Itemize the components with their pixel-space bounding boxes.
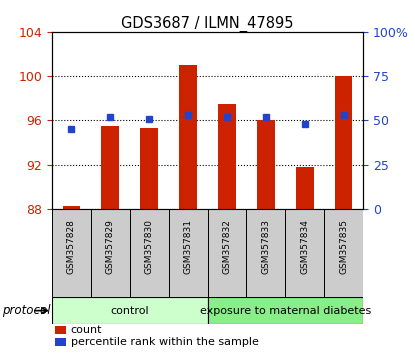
Bar: [179, 65, 197, 209]
Bar: [130, 209, 168, 297]
Text: GSM357835: GSM357835: [339, 219, 348, 274]
Bar: [91, 209, 130, 297]
Bar: [168, 209, 208, 297]
Bar: [257, 120, 275, 209]
Bar: [102, 126, 119, 209]
Bar: [335, 76, 352, 209]
Bar: [55, 338, 66, 346]
Bar: [140, 128, 158, 209]
Text: GSM357832: GSM357832: [222, 219, 232, 274]
Text: count: count: [71, 325, 102, 335]
Text: GDS3687 / ILMN_47895: GDS3687 / ILMN_47895: [121, 16, 294, 32]
Text: GSM357833: GSM357833: [261, 219, 270, 274]
Text: GSM357831: GSM357831: [183, 219, 193, 274]
Text: GSM357834: GSM357834: [300, 219, 309, 274]
Bar: [55, 326, 66, 334]
Text: GSM357829: GSM357829: [106, 219, 115, 274]
Bar: [52, 297, 208, 324]
Text: percentile rank within the sample: percentile rank within the sample: [71, 337, 259, 347]
Bar: [208, 209, 247, 297]
Text: control: control: [110, 306, 149, 316]
Bar: [324, 209, 363, 297]
Bar: [296, 167, 313, 209]
Bar: [52, 209, 91, 297]
Text: GSM357828: GSM357828: [67, 219, 76, 274]
Bar: [208, 297, 363, 324]
Bar: [63, 206, 80, 209]
Text: exposure to maternal diabetes: exposure to maternal diabetes: [200, 306, 371, 316]
Bar: [286, 209, 324, 297]
Bar: [218, 104, 236, 209]
Bar: [247, 209, 286, 297]
Text: protocol: protocol: [2, 304, 51, 317]
Text: GSM357830: GSM357830: [145, 219, 154, 274]
